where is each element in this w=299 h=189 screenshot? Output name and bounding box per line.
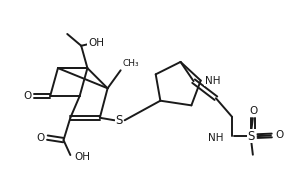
Text: S: S [248, 130, 255, 143]
Text: OH: OH [74, 152, 90, 162]
Text: CH₃: CH₃ [122, 59, 139, 68]
Text: O: O [249, 106, 258, 116]
Text: NH: NH [205, 76, 220, 86]
Text: S: S [115, 114, 123, 127]
Text: O: O [23, 91, 31, 101]
Text: O: O [36, 133, 45, 143]
Text: OH: OH [88, 38, 104, 48]
Text: NH: NH [208, 133, 223, 143]
Text: O: O [275, 130, 283, 140]
